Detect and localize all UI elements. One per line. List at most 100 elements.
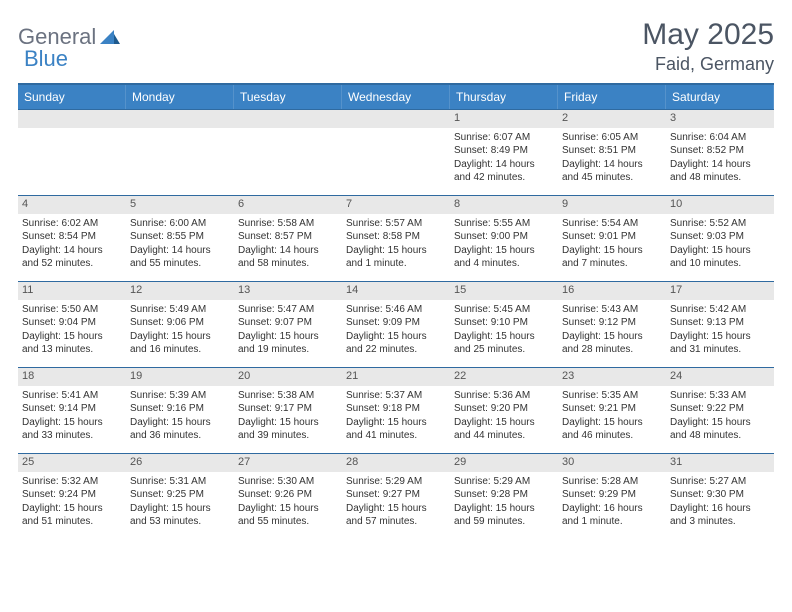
sunrise-line: Sunrise: 5:41 AM: [22, 389, 122, 403]
day-number: 19: [126, 368, 234, 386]
daylight-line: and 33 minutes.: [22, 429, 122, 443]
sunrise-line: Sunrise: 5:55 AM: [454, 217, 554, 231]
daylight-line: Daylight: 15 hours: [562, 244, 662, 258]
daylight-line: Daylight: 16 hours: [562, 502, 662, 516]
calendar-cell: 14Sunrise: 5:46 AMSunset: 9:09 PMDayligh…: [342, 281, 450, 367]
calendar-cell: 19Sunrise: 5:39 AMSunset: 9:16 PMDayligh…: [126, 367, 234, 453]
sunrise-line: Sunrise: 5:54 AM: [562, 217, 662, 231]
daylight-line: Daylight: 15 hours: [454, 416, 554, 430]
daylight-line: and 55 minutes.: [130, 257, 230, 271]
sunset-line: Sunset: 9:16 PM: [130, 402, 230, 416]
title-block: May 2025 Faid, Germany: [642, 18, 774, 75]
daylight-line: and 46 minutes.: [562, 429, 662, 443]
day-number: 15: [450, 282, 558, 300]
day-number: 7: [342, 196, 450, 214]
daylight-line: and 25 minutes.: [454, 343, 554, 357]
day-number: 28: [342, 454, 450, 472]
daylight-line: Daylight: 15 hours: [454, 244, 554, 258]
day-number: 26: [126, 454, 234, 472]
sunset-line: Sunset: 9:20 PM: [454, 402, 554, 416]
day-number: 27: [234, 454, 342, 472]
sunrise-line: Sunrise: 6:02 AM: [22, 217, 122, 231]
day-number: 1: [450, 110, 558, 128]
calendar-cell: 20Sunrise: 5:38 AMSunset: 9:17 PMDayligh…: [234, 367, 342, 453]
daylight-line: and 55 minutes.: [238, 515, 338, 529]
sunrise-line: Sunrise: 5:37 AM: [346, 389, 446, 403]
daylight-line: Daylight: 15 hours: [238, 416, 338, 430]
day-header: Wednesday: [342, 85, 450, 109]
daylight-line: and 22 minutes.: [346, 343, 446, 357]
daylight-line: Daylight: 15 hours: [670, 416, 770, 430]
daylight-line: and 3 minutes.: [670, 515, 770, 529]
calendar-cell: 5Sunrise: 6:00 AMSunset: 8:55 PMDaylight…: [126, 195, 234, 281]
calendar-cell: 21Sunrise: 5:37 AMSunset: 9:18 PMDayligh…: [342, 367, 450, 453]
sunrise-line: Sunrise: 5:50 AM: [22, 303, 122, 317]
daylight-line: and 4 minutes.: [454, 257, 554, 271]
daylight-line: Daylight: 15 hours: [346, 502, 446, 516]
calendar-cell: 17Sunrise: 5:42 AMSunset: 9:13 PMDayligh…: [666, 281, 774, 367]
calendar-cell: 23Sunrise: 5:35 AMSunset: 9:21 PMDayligh…: [558, 367, 666, 453]
sunset-line: Sunset: 9:13 PM: [670, 316, 770, 330]
day-number: 12: [126, 282, 234, 300]
sunset-line: Sunset: 9:17 PM: [238, 402, 338, 416]
sunset-line: Sunset: 9:06 PM: [130, 316, 230, 330]
day-number: 21: [342, 368, 450, 386]
day-number: 8: [450, 196, 558, 214]
sunset-line: Sunset: 9:04 PM: [22, 316, 122, 330]
daylight-line: and 45 minutes.: [562, 171, 662, 185]
day-number: 23: [558, 368, 666, 386]
daylight-line: Daylight: 14 hours: [670, 158, 770, 172]
day-number: [342, 110, 450, 128]
day-number: 31: [666, 454, 774, 472]
sunset-line: Sunset: 9:07 PM: [238, 316, 338, 330]
daylight-line: Daylight: 15 hours: [454, 330, 554, 344]
daylight-line: Daylight: 15 hours: [670, 244, 770, 258]
calendar-cell: 2Sunrise: 6:05 AMSunset: 8:51 PMDaylight…: [558, 109, 666, 195]
sunrise-line: Sunrise: 5:58 AM: [238, 217, 338, 231]
sunset-line: Sunset: 9:24 PM: [22, 488, 122, 502]
daylight-line: and 19 minutes.: [238, 343, 338, 357]
calendar-cell: 16Sunrise: 5:43 AMSunset: 9:12 PMDayligh…: [558, 281, 666, 367]
daylight-line: and 48 minutes.: [670, 171, 770, 185]
sunrise-line: Sunrise: 5:45 AM: [454, 303, 554, 317]
day-number: 11: [18, 282, 126, 300]
day-number: 9: [558, 196, 666, 214]
daylight-line: and 10 minutes.: [670, 257, 770, 271]
logo-triangle-icon: [100, 30, 120, 44]
daylight-line: Daylight: 15 hours: [562, 416, 662, 430]
daylight-line: Daylight: 15 hours: [346, 330, 446, 344]
sunset-line: Sunset: 9:00 PM: [454, 230, 554, 244]
daylight-line: and 41 minutes.: [346, 429, 446, 443]
sunset-line: Sunset: 8:54 PM: [22, 230, 122, 244]
sunrise-line: Sunrise: 5:33 AM: [670, 389, 770, 403]
daylight-line: and 36 minutes.: [130, 429, 230, 443]
day-number: [234, 110, 342, 128]
daylight-line: and 39 minutes.: [238, 429, 338, 443]
day-number: 18: [18, 368, 126, 386]
daylight-line: and 59 minutes.: [454, 515, 554, 529]
daylight-line: Daylight: 15 hours: [22, 330, 122, 344]
day-number: 17: [666, 282, 774, 300]
sunrise-line: Sunrise: 5:30 AM: [238, 475, 338, 489]
day-number: 2: [558, 110, 666, 128]
calendar-cell: [342, 109, 450, 195]
daylight-line: Daylight: 15 hours: [562, 330, 662, 344]
logo-line2: Blue: [24, 46, 68, 72]
sunrise-line: Sunrise: 5:47 AM: [238, 303, 338, 317]
day-header: Saturday: [666, 85, 774, 109]
sunset-line: Sunset: 9:26 PM: [238, 488, 338, 502]
sunrise-line: Sunrise: 5:36 AM: [454, 389, 554, 403]
sunset-line: Sunset: 9:01 PM: [562, 230, 662, 244]
sunrise-line: Sunrise: 6:07 AM: [454, 131, 554, 145]
day-number: 5: [126, 196, 234, 214]
sunrise-line: Sunrise: 5:52 AM: [670, 217, 770, 231]
calendar-cell: 3Sunrise: 6:04 AMSunset: 8:52 PMDaylight…: [666, 109, 774, 195]
calendar-cell: 18Sunrise: 5:41 AMSunset: 9:14 PMDayligh…: [18, 367, 126, 453]
sunset-line: Sunset: 9:09 PM: [346, 316, 446, 330]
sunset-line: Sunset: 9:10 PM: [454, 316, 554, 330]
day-number: 30: [558, 454, 666, 472]
sunset-line: Sunset: 9:14 PM: [22, 402, 122, 416]
daylight-line: and 28 minutes.: [562, 343, 662, 357]
daylight-line: Daylight: 15 hours: [130, 416, 230, 430]
calendar-cell: [126, 109, 234, 195]
